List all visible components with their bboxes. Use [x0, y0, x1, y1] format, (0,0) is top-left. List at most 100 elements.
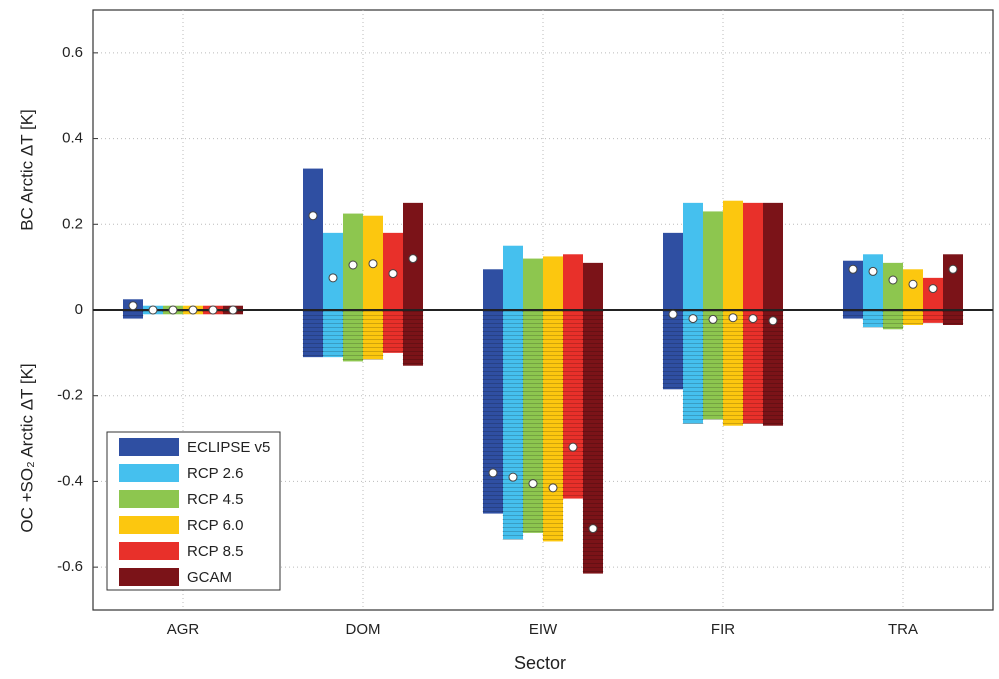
legend-swatch [119, 490, 179, 508]
net-dot [928, 284, 938, 294]
legend-label: RCP 2.6 [187, 465, 243, 482]
oc-hatch [883, 310, 903, 330]
x-tick-label: FIR [711, 621, 735, 638]
bc-bar [543, 256, 563, 310]
bc-bar [863, 254, 883, 310]
net-dot [208, 305, 218, 315]
net-dot [488, 468, 498, 478]
oc-hatch [483, 310, 503, 514]
net-dot [868, 266, 878, 276]
legend-label: RCP 4.5 [187, 491, 243, 508]
oc-hatch [923, 310, 943, 323]
bc-bar [903, 269, 923, 310]
net-dot [328, 273, 338, 283]
net-dot [728, 313, 738, 323]
oc-hatch [863, 310, 883, 328]
legend-label: GCAM [187, 569, 232, 586]
oc-hatch [543, 310, 563, 542]
x-tick-label: AGR [167, 621, 200, 638]
legend-swatch [119, 568, 179, 586]
net-dot [768, 316, 778, 326]
oc-hatch [323, 310, 343, 358]
oc-hatch [763, 310, 783, 426]
net-dot [228, 305, 238, 315]
bc-bar [743, 202, 763, 310]
x-axis-label: Sector [514, 653, 566, 673]
net-dot [748, 314, 758, 324]
legend: ECLIPSE v5 RCP 2.6 RCP 4.5 RCP 6.0 RCP 8.5 GC… [106, 431, 281, 591]
bc-bar [523, 258, 543, 310]
legend-swatch [119, 516, 179, 534]
bc-bar [323, 232, 343, 310]
oc-hatch [583, 310, 603, 574]
legend-swatch [119, 542, 179, 560]
bc-bar [583, 262, 603, 310]
net-dot [368, 259, 378, 269]
net-dot [848, 264, 858, 274]
y-tick-label: -0.4 [57, 472, 83, 489]
legend-label: ECLIPSE v5 [187, 439, 270, 456]
oc-hatch [663, 310, 683, 390]
bc-bar [943, 254, 963, 310]
oc-hatch [903, 310, 923, 325]
x-tick-label: EIW [529, 621, 558, 638]
oc-hatch [683, 310, 703, 424]
net-dot [888, 275, 898, 285]
bc-bar [483, 269, 503, 310]
oc-hatch [723, 310, 743, 426]
net-dot [548, 483, 558, 493]
net-dot [308, 211, 318, 221]
net-dot [508, 472, 518, 482]
y-tick-label: 0.6 [62, 44, 83, 61]
net-dot [148, 305, 158, 315]
oc-hatch [843, 310, 863, 319]
x-tick-label: DOM [346, 621, 381, 638]
oc-hatch [123, 310, 143, 319]
legend-label: RCP 8.5 [187, 543, 243, 560]
net-dot [408, 254, 418, 264]
oc-hatch [403, 310, 423, 366]
y-axis-label-top: BC Arctic ΔT [K] [17, 109, 36, 231]
bc-bar [563, 254, 583, 310]
net-dot [388, 269, 398, 279]
net-dot [188, 305, 198, 315]
bc-bar [503, 245, 523, 310]
net-dot [588, 524, 598, 534]
bc-bar [923, 277, 943, 310]
net-dot [128, 301, 138, 311]
net-dot [668, 309, 678, 319]
bc-bar [763, 202, 783, 310]
oc-hatch [383, 310, 403, 353]
oc-hatch [523, 310, 543, 533]
oc-hatch [343, 310, 363, 362]
bc-bar [723, 200, 743, 310]
legend-swatch [119, 464, 179, 482]
bc-bar [303, 168, 323, 310]
y-tick-label: -0.2 [57, 387, 83, 404]
oc-hatch [703, 310, 723, 420]
legend-box [106, 431, 281, 591]
legend-swatch [119, 438, 179, 456]
net-dot [528, 479, 538, 489]
oc-hatch [363, 310, 383, 360]
bc-bar [843, 260, 863, 310]
bc-bar [703, 211, 723, 310]
bc-bar [663, 232, 683, 310]
bc-bar [883, 262, 903, 310]
y-tick-label: 0 [75, 301, 83, 318]
net-dot [568, 442, 578, 452]
net-dot [708, 314, 718, 324]
net-dot [168, 305, 178, 315]
net-dot [348, 260, 358, 270]
y-axis-label-bottom: OC +SO₂ Arctic ΔT [K] [17, 363, 36, 532]
legend-label: RCP 6.0 [187, 517, 243, 534]
oc-hatch [303, 310, 323, 358]
bc-bar [683, 202, 703, 310]
net-dot [948, 264, 958, 274]
y-tick-label: 0.4 [62, 130, 83, 147]
oc-hatch [503, 310, 523, 540]
oc-hatch [563, 310, 583, 499]
oc-hatch [943, 310, 963, 325]
